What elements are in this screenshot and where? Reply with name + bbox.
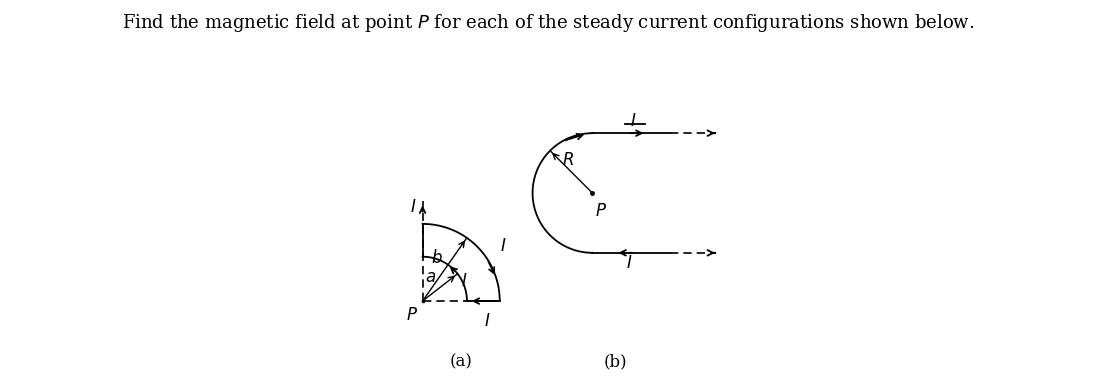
Text: $I$: $I$	[630, 113, 636, 130]
Text: $I$: $I$	[484, 313, 490, 330]
Text: $I$: $I$	[410, 199, 416, 216]
Text: $P$: $P$	[595, 203, 607, 220]
Text: $P$: $P$	[406, 307, 418, 324]
Text: $b$: $b$	[431, 249, 443, 267]
Text: $I$: $I$	[460, 273, 467, 290]
Text: (b): (b)	[604, 354, 627, 371]
Text: $a$: $a$	[425, 269, 436, 286]
Text: $R$: $R$	[562, 152, 574, 169]
Text: $I$: $I$	[626, 255, 632, 272]
Text: Find the magnetic field at point $P$ for each of the steady current configuratio: Find the magnetic field at point $P$ for…	[122, 12, 974, 34]
Text: (a): (a)	[449, 354, 472, 371]
Text: $I$: $I$	[501, 238, 506, 255]
